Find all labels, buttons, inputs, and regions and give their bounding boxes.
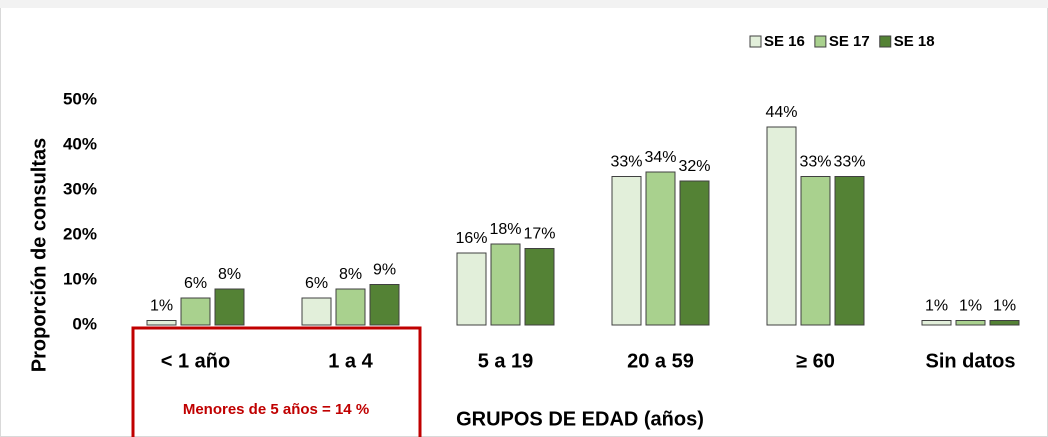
y-tick-label: 30%	[63, 179, 97, 198]
value-label: 32%	[678, 158, 710, 175]
annotation: Menores de 5 años = 14 %	[183, 401, 369, 418]
bar	[800, 176, 831, 326]
bar	[921, 320, 952, 326]
x-tick-label: 5 a 19	[478, 350, 534, 372]
legend-swatch	[814, 35, 827, 48]
bar	[679, 180, 710, 326]
y-tick-label: 50%	[63, 89, 97, 108]
value-label: 1%	[925, 298, 948, 315]
y-tick-label: 10%	[63, 269, 97, 288]
x-tick-label: 20 a 59	[627, 350, 694, 372]
bar	[301, 297, 332, 326]
value-label: 1%	[959, 298, 982, 315]
value-label: 33%	[833, 154, 865, 171]
x-axis-label: GRUPOS DE EDAD (años)	[456, 408, 704, 430]
value-label: 33%	[610, 154, 642, 171]
legend-label: SE 16	[764, 33, 805, 50]
y-tick-label: 0%	[72, 314, 97, 333]
x-tick-label: Sin datos	[925, 350, 1015, 372]
value-label: 6%	[184, 275, 207, 292]
x-tick-label: ≥ 60	[796, 350, 835, 372]
value-label: 8%	[218, 266, 241, 283]
bar	[834, 176, 865, 326]
bar	[146, 320, 177, 326]
y-tick-label: 40%	[63, 134, 97, 153]
bar	[766, 126, 797, 326]
bar	[456, 252, 487, 326]
value-label: 6%	[305, 275, 328, 292]
bar	[214, 288, 245, 326]
value-label: 9%	[373, 262, 396, 279]
annotation-box	[131, 326, 422, 437]
legend-swatch	[749, 35, 762, 48]
bar	[611, 176, 642, 326]
y-axis-label: Proporción de consultas	[28, 138, 50, 372]
value-label: 1%	[150, 298, 173, 315]
legend-label: SE 18	[894, 33, 935, 50]
value-label: 33%	[799, 154, 831, 171]
value-label: 18%	[489, 221, 521, 238]
bar	[490, 243, 521, 326]
top-strip	[0, 0, 1048, 8]
x-tick-label: 1 a 4	[328, 350, 373, 372]
value-label: 8%	[339, 266, 362, 283]
value-label: 1%	[993, 298, 1016, 315]
bar	[645, 171, 676, 326]
legend-label: SE 17	[829, 33, 870, 50]
bar	[955, 320, 986, 326]
y-tick-label: 20%	[63, 224, 97, 243]
value-label: 17%	[523, 226, 555, 243]
bar	[335, 288, 366, 326]
bar	[524, 248, 555, 326]
bar	[989, 320, 1020, 326]
value-label: 44%	[765, 104, 797, 121]
legend-swatch	[879, 35, 892, 48]
x-tick-label: < 1 año	[161, 350, 230, 372]
bar	[369, 284, 400, 326]
bar	[180, 297, 211, 326]
value-label: 16%	[455, 230, 487, 247]
value-label: 34%	[644, 149, 676, 166]
